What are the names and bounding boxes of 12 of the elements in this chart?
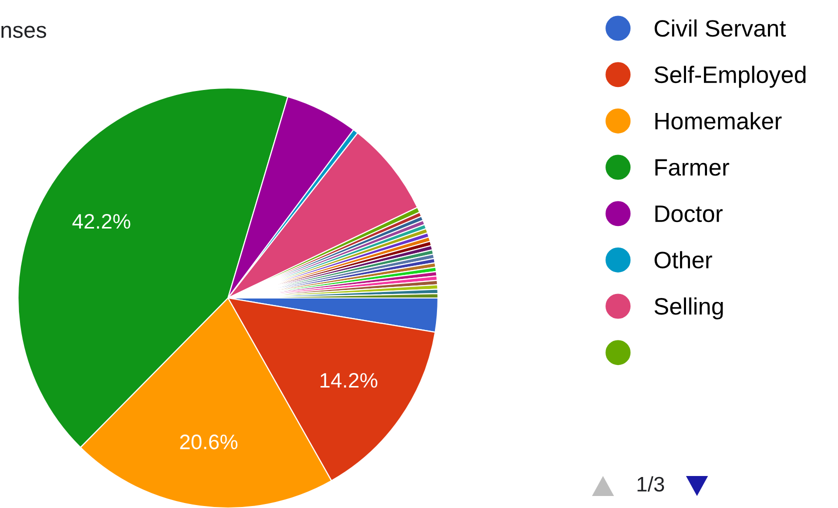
legend-label: Self-Employed xyxy=(654,66,806,88)
data-label: 14.2% xyxy=(320,372,378,388)
legend-label: Doctor xyxy=(655,206,723,222)
data-label: 42.2% xyxy=(72,214,130,229)
legend-label: Civil Servant xyxy=(654,19,786,37)
data-label: 20.6% xyxy=(180,434,238,450)
legend-label: Homemaker xyxy=(655,112,782,130)
chart-title: nses xyxy=(1,26,46,38)
legend-label: Selling xyxy=(654,297,723,320)
legend-label: Other xyxy=(654,251,712,268)
legend-label: Farmer xyxy=(655,159,730,176)
text: 1/3 xyxy=(638,476,664,492)
